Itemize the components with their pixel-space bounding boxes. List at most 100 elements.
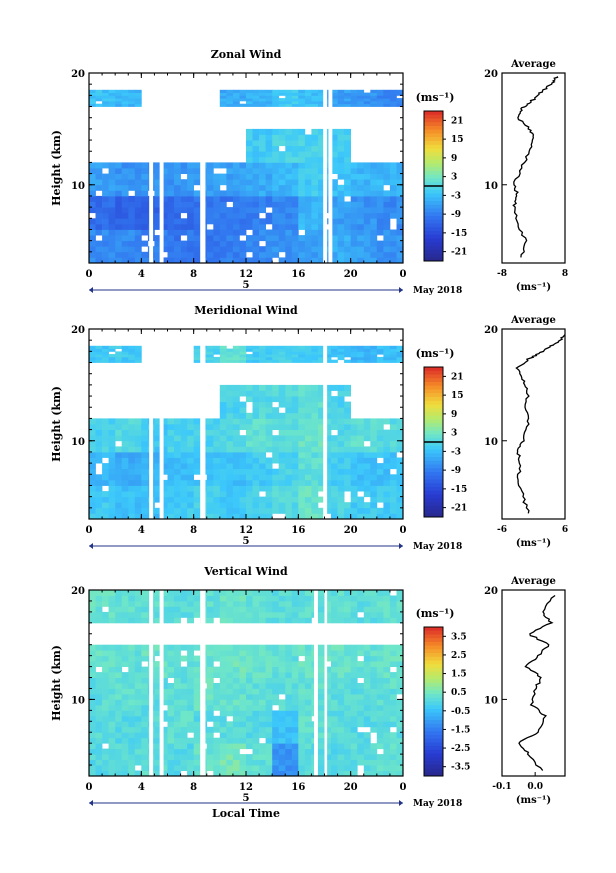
heatmap-cell	[219, 721, 227, 728]
heatmap-cell	[89, 650, 96, 657]
heatmap-cell	[337, 173, 345, 180]
heatmap-cell	[331, 98, 338, 102]
heatmap-cell	[291, 474, 299, 481]
colorbar-swatch	[424, 761, 443, 766]
heatmap-cell	[318, 401, 325, 408]
heatmap-cell	[174, 513, 181, 520]
heatmap-cell	[357, 359, 365, 363]
heatmap-cell	[174, 218, 181, 225]
colorbar-swatch	[424, 118, 443, 123]
heatmap-cell	[102, 446, 109, 453]
heatmap-cell	[278, 743, 286, 750]
heatmap-cell	[389, 351, 397, 355]
heatmap-cell	[219, 754, 227, 760]
heatmap-cell	[167, 710, 175, 717]
heatmap-cell	[167, 179, 175, 186]
heatmap-cell	[344, 103, 351, 107]
heatmap-cell	[193, 507, 201, 514]
heatmap-cell	[350, 650, 358, 657]
heatmap-cell	[291, 345, 299, 349]
heatmap-cell	[187, 743, 194, 750]
heatmap-cell	[337, 474, 345, 481]
heatmap-cell	[272, 151, 280, 158]
heatmap-cell	[285, 179, 293, 186]
heatmap-cell	[265, 162, 273, 169]
heatmap-cell	[108, 485, 116, 492]
heatmap-cell	[193, 754, 201, 760]
heatmap-cell	[318, 590, 325, 596]
heatmap-cell	[246, 179, 253, 186]
heatmap-cell	[206, 195, 214, 202]
heatmap-cell	[246, 743, 253, 750]
heatmap-cell	[141, 715, 149, 722]
heatmap-cell	[121, 721, 129, 728]
heatmap-cell	[331, 348, 338, 352]
heatmap-cell	[363, 513, 371, 520]
heatmap-cell	[167, 595, 175, 602]
heatmap-cell	[344, 732, 351, 739]
heatmap-cell	[344, 140, 351, 147]
heatmap-cell	[174, 491, 181, 498]
heatmap-cell	[272, 683, 280, 689]
heatmap-cell	[350, 606, 358, 613]
heatmap-cell	[363, 650, 371, 657]
heatmap-cell	[141, 666, 149, 673]
heatmap-cell	[232, 754, 240, 760]
heatmap-cell	[89, 223, 96, 230]
colorbar-swatch	[424, 697, 443, 702]
heatmap-cell	[285, 212, 293, 219]
heatmap-cell	[161, 173, 168, 180]
heatmap-cell	[239, 502, 247, 509]
heatmap-cell	[89, 98, 96, 102]
colorbar-swatch	[424, 712, 443, 717]
heatmap-cell	[291, 354, 299, 358]
heatmap-cell	[187, 600, 194, 607]
heatmap-cell	[89, 424, 96, 430]
heatmap-cell	[396, 100, 404, 105]
heatmap-cell	[187, 168, 194, 174]
profile-x-tick-label: -8	[497, 269, 507, 279]
heatmap-cell	[324, 474, 332, 481]
heatmap-cell	[298, 644, 306, 651]
heatmap-cell	[174, 184, 181, 191]
heatmap-cell	[134, 611, 142, 618]
heatmap-cell	[291, 359, 299, 363]
heatmap-cell	[121, 590, 129, 596]
heatmap-cell	[89, 688, 96, 695]
heatmap-cell	[246, 590, 253, 596]
heatmap-cell	[134, 721, 142, 728]
heatmap-cell	[187, 693, 194, 700]
heatmap-cell	[389, 98, 397, 102]
heatmap-cell	[128, 173, 136, 180]
heatmap-cell	[304, 688, 312, 695]
heatmap-cell	[102, 721, 109, 728]
heatmap-cell	[108, 429, 116, 436]
heatmap-cell	[350, 732, 358, 739]
heatmap-cell	[318, 693, 325, 700]
heatmap-cell	[174, 251, 181, 258]
heatmap-cell	[357, 704, 365, 711]
heatmap-cell	[389, 677, 397, 684]
heatmap-cell	[213, 223, 221, 230]
heatmap-cell	[252, 732, 260, 739]
heatmap-cell	[272, 354, 280, 358]
heatmap-cell	[304, 100, 312, 105]
colorbar-swatch	[424, 753, 443, 758]
heatmap-cell	[298, 246, 306, 253]
heatmap-cell	[259, 246, 266, 253]
heatmap-cell	[187, 677, 194, 684]
heatmap-cell	[337, 590, 345, 596]
heatmap-cell	[331, 496, 338, 503]
heatmap-cell	[161, 688, 168, 695]
heatmap-cell	[318, 595, 325, 602]
heatmap-cell	[102, 440, 109, 447]
heatmap-cell	[383, 688, 391, 695]
heatmap-cell	[134, 229, 142, 236]
heatmap-cell	[344, 726, 351, 733]
heatmap-cell	[134, 240, 142, 247]
heatmap-cell	[298, 721, 306, 728]
heatmap-cell	[193, 770, 201, 777]
heatmap-cell	[259, 190, 266, 197]
heatmap-cell	[252, 672, 260, 678]
heatmap-cell	[226, 688, 234, 695]
